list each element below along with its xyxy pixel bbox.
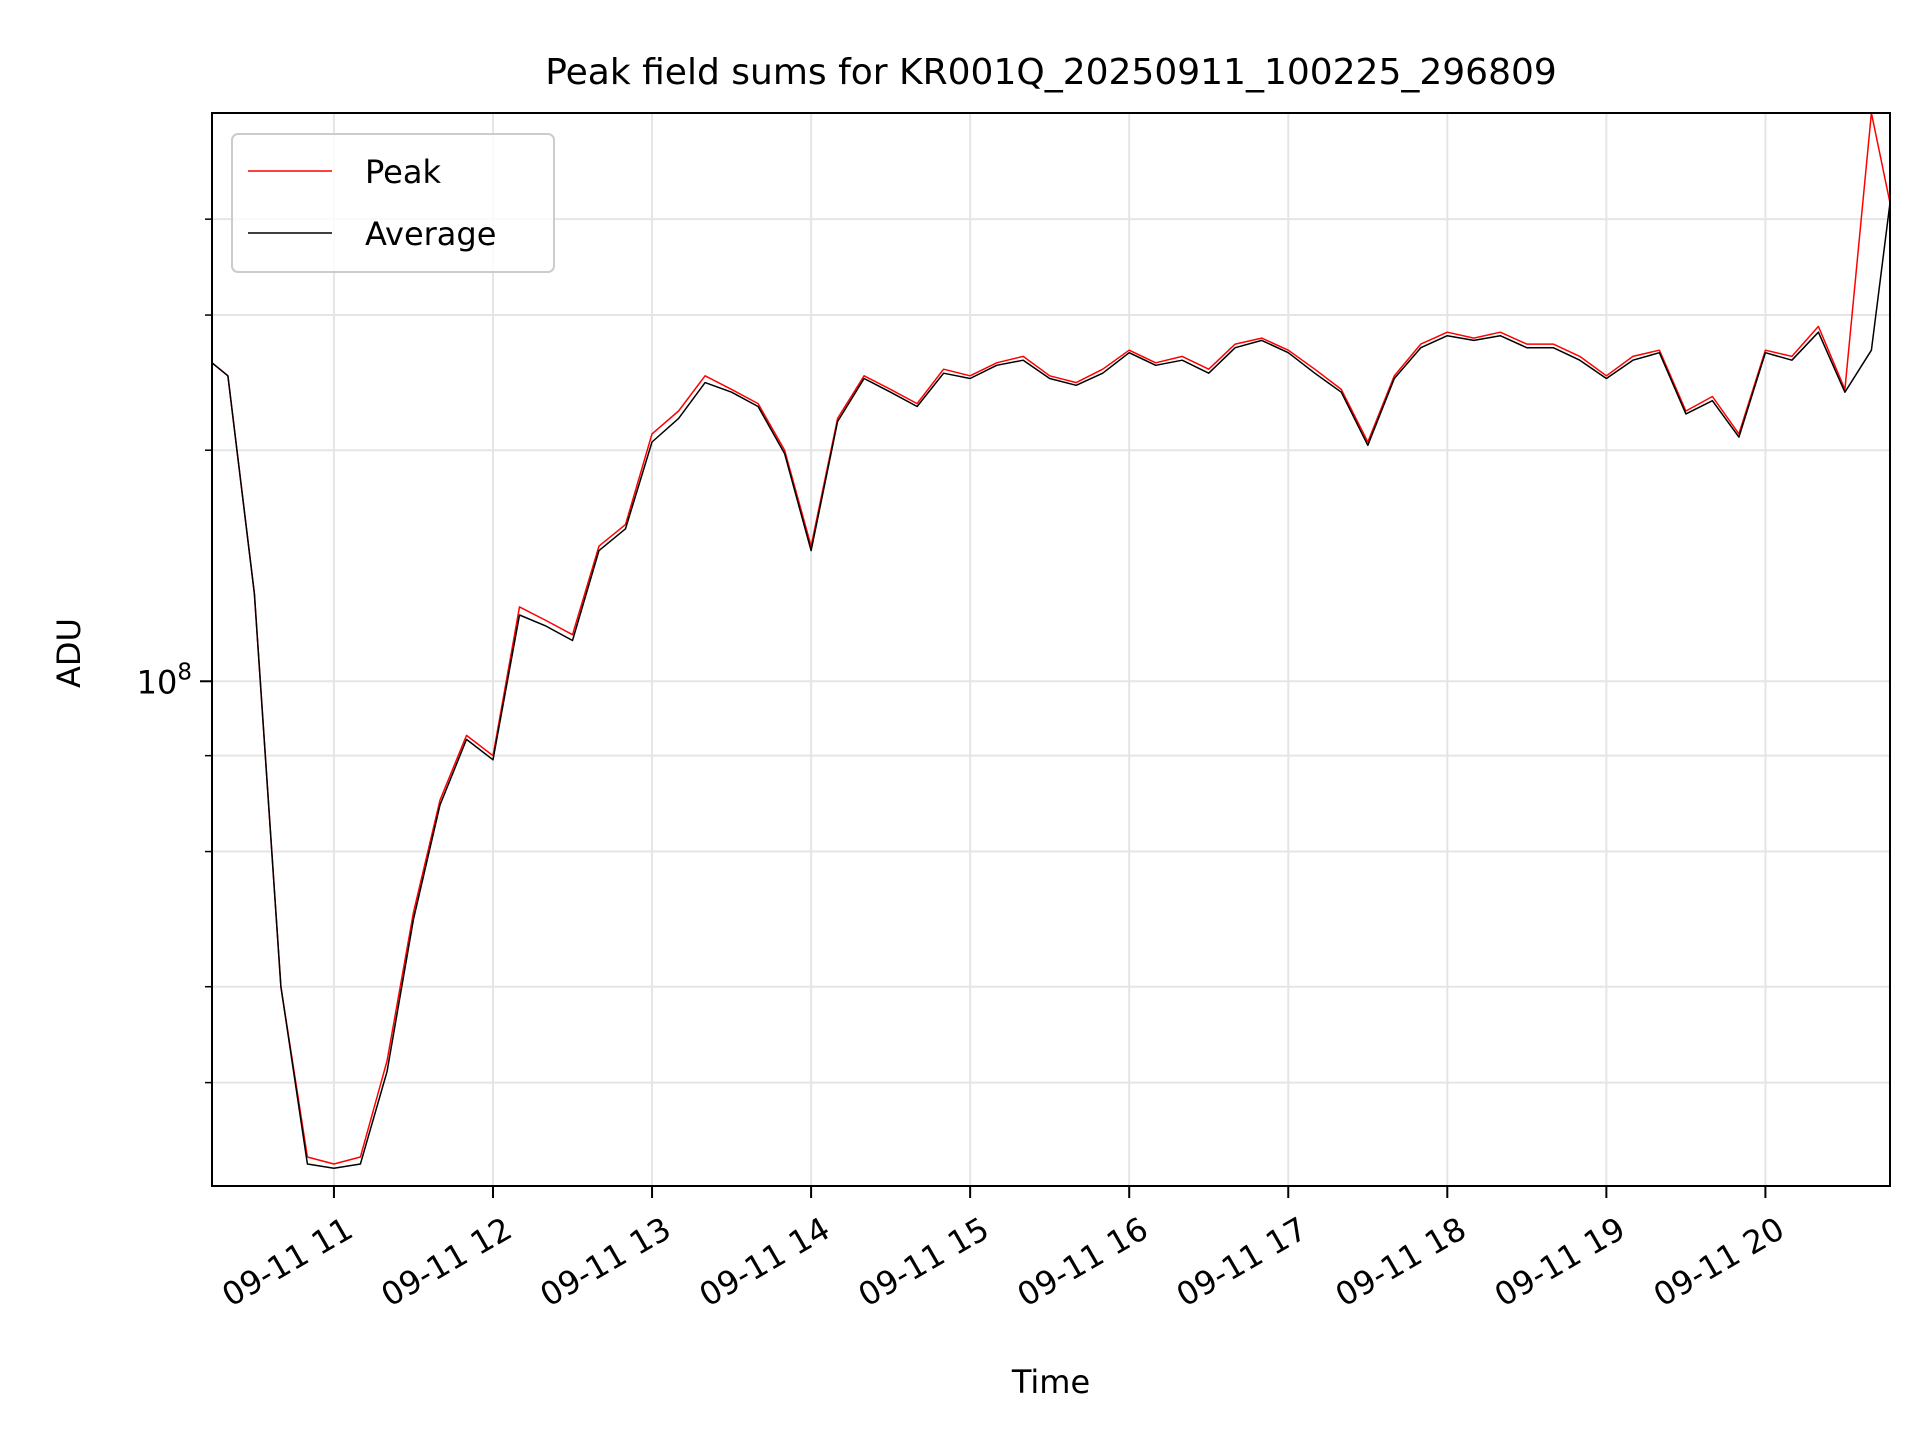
- series-line-peak: [212, 113, 1890, 1165]
- axes-frame: [211, 112, 1891, 1187]
- series-layer: [212, 113, 1890, 1170]
- series-line-average: [212, 202, 1890, 1170]
- x-axis-label: Time: [1011, 1363, 1090, 1401]
- legend: Peak Average: [231, 133, 555, 273]
- y-axis-label: ADU: [50, 618, 88, 688]
- grid-layer: [212, 113, 1890, 1186]
- chart-title: Peak field sums for KR001Q_20250911_1002…: [545, 52, 1557, 93]
- y-axis-ticks: 108: [137, 218, 212, 1084]
- legend-label-average: Average: [365, 215, 496, 253]
- legend-label-peak: Peak: [365, 153, 441, 191]
- legend-box: [231, 133, 555, 273]
- y-tick-label: 108: [137, 659, 192, 701]
